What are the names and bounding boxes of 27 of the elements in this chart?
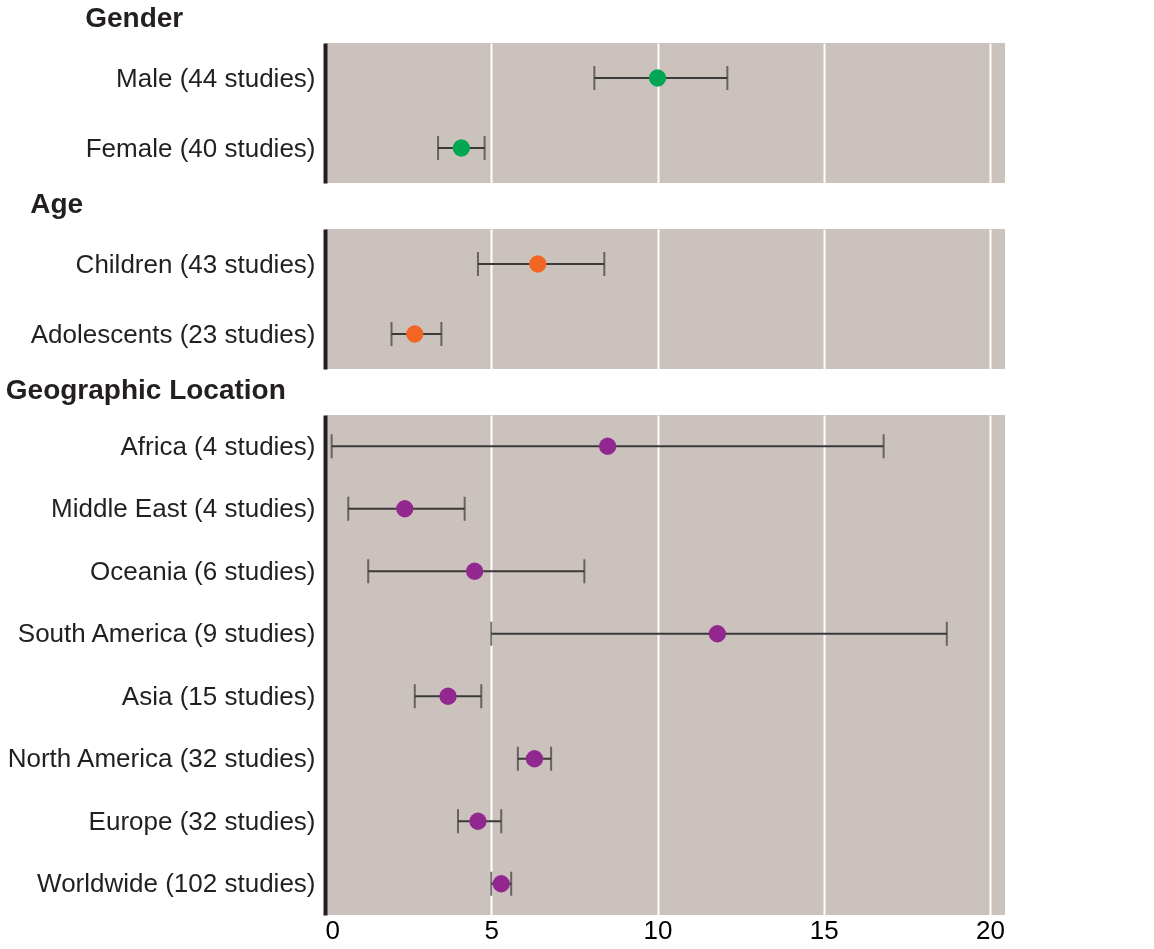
point [525,750,544,768]
x-tick-label: 0 [325,914,340,945]
x-tick-label: 20 [976,914,1005,945]
y-tick-label: Worldwide (102 studies) [37,868,316,899]
x-tick-label: 15 [809,914,839,945]
x-tick-label: 10 [643,914,673,945]
chart-title: Gender [85,2,184,33]
y-tick-label: Middle East (4 studies) [51,493,316,524]
y-tick-label: Adolescents (23 studies) [30,318,316,349]
y-tick-label: Male (44 studies) [116,62,316,93]
y-tick-label: Europe (32 studies) [88,805,316,836]
text: Age [30,188,84,219]
y-tick-label: South America (9 studies) [17,618,316,649]
point [396,500,414,518]
point [598,437,617,455]
point [465,562,484,580]
y-tick-label: Children (43 studies) [75,248,316,279]
y-tick-label: Africa (4 studies) [120,430,316,461]
point [708,625,727,643]
y-tick-label: North America (32 studies) [7,743,316,774]
x-tick-label: 5 [484,914,499,945]
point [439,687,457,705]
y-tick-label: Oceania (6 studies) [90,555,316,586]
y-tick-label: Asia (15 studies) [121,680,316,711]
point [469,812,487,830]
y-tick-label: Female (40 studies) [85,132,316,163]
chart-title: Geographic Location [5,374,286,405]
